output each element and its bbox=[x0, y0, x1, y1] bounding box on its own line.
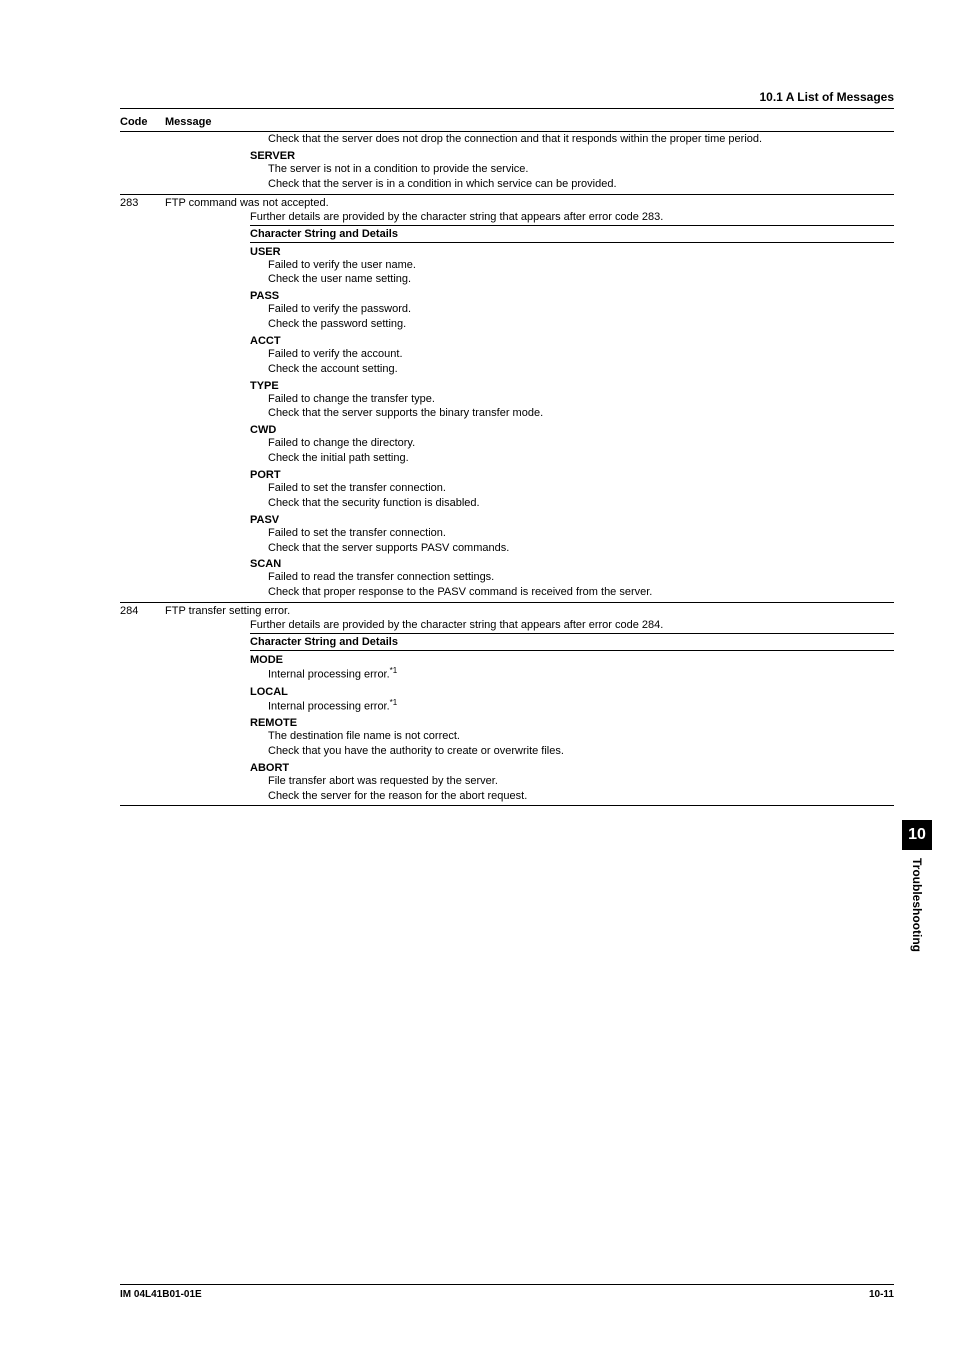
item-line: Check that the security function is disa… bbox=[250, 496, 894, 511]
item-term: TYPE bbox=[250, 380, 894, 392]
table-row: 283 FTP command was not accepted. Furthe… bbox=[120, 195, 894, 604]
footer-left: IM 04L41B01-01E bbox=[120, 1289, 202, 1300]
item-line: Failed to verify the user name. bbox=[250, 258, 894, 273]
cont-line: Check that the server does not drop the … bbox=[250, 132, 894, 147]
cont-server-line: Check that the server is in a condition … bbox=[250, 177, 894, 192]
row-summary: FTP command was not accepted. bbox=[165, 197, 894, 209]
item-term: PORT bbox=[250, 469, 894, 481]
item-term: SCAN bbox=[250, 558, 894, 570]
table-header-row: Code Message bbox=[120, 113, 894, 132]
item-line: Failed to read the transfer connection s… bbox=[250, 570, 894, 585]
item-term: LOCAL bbox=[250, 686, 894, 698]
row-code: 284 bbox=[120, 603, 165, 805]
char-header: Character String and Details bbox=[250, 225, 894, 243]
item-line: Failed to change the transfer type. bbox=[250, 392, 894, 407]
item-line: File transfer abort was requested by the… bbox=[250, 774, 894, 789]
item-term: REMOTE bbox=[250, 717, 894, 729]
footer: IM 04L41B01-01E 10-11 bbox=[120, 1284, 894, 1300]
item-line: The destination file name is not correct… bbox=[250, 729, 894, 744]
row-summary: FTP transfer setting error. bbox=[165, 605, 894, 617]
item-line: Failed to set the transfer connection. bbox=[250, 481, 894, 496]
tab-label: Troubleshooting bbox=[910, 858, 924, 952]
section-title: 10.1 A List of Messages bbox=[120, 90, 894, 109]
header-code: Code bbox=[120, 116, 165, 128]
item-line: Internal processing error.*1 bbox=[250, 698, 894, 715]
item-term: CWD bbox=[250, 424, 894, 436]
continuation-row: Check that the server does not drop the … bbox=[120, 132, 894, 195]
item-line: Check that proper response to the PASV c… bbox=[250, 585, 894, 600]
item-line: Check the password setting. bbox=[250, 317, 894, 332]
item-line: Failed to verify the account. bbox=[250, 347, 894, 362]
item-line: Check that you have the authority to cre… bbox=[250, 744, 894, 759]
cont-server-label: SERVER bbox=[250, 150, 894, 162]
item-term: MODE bbox=[250, 654, 894, 666]
char-header: Character String and Details bbox=[250, 633, 894, 651]
header-message: Message bbox=[165, 116, 894, 128]
cont-server-line: The server is not in a condition to prov… bbox=[250, 162, 894, 177]
item-line: Check the initial path setting. bbox=[250, 451, 894, 466]
item-line: Check the user name setting. bbox=[250, 272, 894, 287]
item-term: ABORT bbox=[250, 762, 894, 774]
item-term: PASV bbox=[250, 514, 894, 526]
row-further: Further details are provided by the char… bbox=[250, 211, 894, 223]
item-term: ACCT bbox=[250, 335, 894, 347]
footer-right: 10-11 bbox=[869, 1289, 894, 1300]
side-tab: 10 Troubleshooting bbox=[902, 820, 932, 952]
row-further: Further details are provided by the char… bbox=[250, 619, 894, 631]
item-line: Check that the server supports the binar… bbox=[250, 406, 894, 421]
item-line: Failed to verify the password. bbox=[250, 302, 894, 317]
row-code: 283 bbox=[120, 195, 165, 603]
item-line: Failed to set the transfer connection. bbox=[250, 526, 894, 541]
table-row: 284 FTP transfer setting error. Further … bbox=[120, 603, 894, 806]
item-term: PASS bbox=[250, 290, 894, 302]
item-line: Failed to change the directory. bbox=[250, 436, 894, 451]
item-line: Check that the server supports PASV comm… bbox=[250, 541, 894, 556]
item-line: Check the account setting. bbox=[250, 362, 894, 377]
item-line: Internal processing error.*1 bbox=[250, 666, 894, 683]
item-line: Check the server for the reason for the … bbox=[250, 789, 894, 804]
tab-number: 10 bbox=[902, 820, 932, 850]
item-term: USER bbox=[250, 246, 894, 258]
